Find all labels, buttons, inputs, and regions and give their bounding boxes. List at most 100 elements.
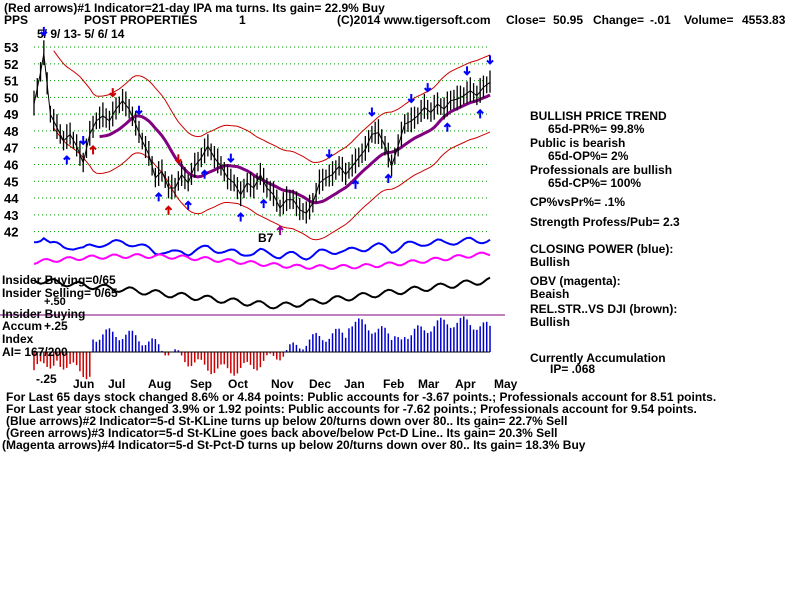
public-label: Public is bearish [530, 136, 626, 150]
footer-65day-change: For Last 65 days stock changed 8.6% or 4… [6, 390, 717, 404]
op-value: 65d-OP%= 2% [548, 149, 629, 163]
ma-line [99, 93, 491, 205]
upper-band [53, 50, 491, 164]
down-arrow-icon [407, 94, 415, 104]
header-symbol: PPS [4, 13, 29, 27]
y-tick-49: 49 [4, 107, 18, 122]
closing-power-title: CLOSING POWER (blue): [530, 242, 674, 256]
footer-year-change: For Last year stock changed 3.9% or 1.92… [6, 402, 697, 416]
up-arrow-icon [443, 122, 452, 132]
x-tick-apr: Apr [455, 377, 476, 391]
up-arrow-icon [164, 205, 173, 215]
down-arrow-icon [423, 83, 432, 93]
up-arrow-icon [200, 169, 209, 179]
relstr-title: REL.STR..VS DJI (brown): [530, 302, 678, 316]
up-arrow-icon [259, 198, 268, 209]
up-arrow-icon [384, 173, 393, 183]
header-change-label: Change= [593, 13, 645, 27]
down-arrow-icon [79, 135, 87, 146]
plus-25-label: +.25 [44, 319, 68, 333]
x-tick-feb: Feb [383, 377, 404, 391]
header-change-value: -.01 [650, 13, 671, 27]
header-close-label: Close= [506, 13, 546, 27]
ip-value: IP= .068 [550, 362, 596, 376]
header-volume-value: 4553.83 [742, 13, 786, 27]
y-tick-46: 46 [4, 157, 18, 172]
header-copyright: (C)2014 www.tigersoft.com [337, 13, 491, 27]
professionals-label: Professionals are bullish [530, 163, 673, 177]
up-arrow-icon [63, 155, 71, 165]
up-arrow-icon [351, 179, 360, 189]
price-series [33, 40, 491, 224]
down-arrow-icon [40, 26, 48, 37]
x-tick-oct: Oct [228, 377, 248, 391]
down-arrow-icon [486, 55, 494, 65]
insider-buying-label: Insider Buying [2, 307, 86, 321]
index-label: Index [2, 332, 34, 346]
down-arrow-icon [463, 66, 471, 76]
x-tick-jul: Jul [108, 377, 125, 391]
obv-title: OBV (magenta): [530, 274, 621, 288]
x-tick-mar: Mar [418, 377, 440, 391]
x-tick-sep: Sep [190, 377, 212, 391]
down-arrow-icon [368, 107, 376, 117]
y-tick-53: 53 [4, 40, 18, 55]
up-arrow-icon [236, 212, 245, 222]
strength-ratio: Strength Profess/Pub= 2.3 [530, 215, 680, 229]
down-arrow-icon [325, 149, 333, 159]
up-arrow-icon [154, 191, 163, 202]
header-indicator-line: (Red arrows)#1 Indicator=21-day IPA ma t… [4, 1, 385, 15]
b7-label: B7 [258, 231, 274, 245]
cp-value: 65d-CP%= 100% [548, 176, 642, 190]
date-range: 5/ 9/ 13- 5/ 6/ 14 [37, 27, 125, 41]
y-tick-44: 44 [4, 191, 19, 206]
closing-power-series [33, 236, 491, 261]
price-bands [53, 50, 491, 241]
relstr-series [33, 276, 491, 310]
footer-magenta-arrows: (Magenta arrows)#4 Indicator=5-d St-Pct-… [2, 438, 586, 452]
up-arrow-icon [89, 145, 97, 155]
down-arrow-icon [174, 154, 183, 164]
header-chart-number: 1 [239, 13, 246, 27]
obv-series [33, 251, 491, 271]
pr-value: 65d-PR%= 99.8% [548, 122, 645, 136]
insider-selling-ratio: Insider Selling= 0/65 [2, 286, 118, 300]
trend-title: BULLISH PRICE TREND [530, 109, 667, 123]
header-close-value: 50.95 [553, 13, 584, 27]
header-volume-label: Volume= [684, 13, 734, 27]
price-grid [34, 46, 490, 233]
price-close-line [33, 53, 491, 214]
closing-power-status: Bullish [530, 255, 571, 269]
signal-arrows [40, 26, 494, 235]
obv-status: Beaish [530, 287, 570, 301]
accumulation-title: Currently Accumulation [530, 351, 666, 365]
x-tick-aug: Aug [148, 377, 171, 391]
relstr-status: Bullish [530, 315, 571, 329]
y-tick-52: 52 [4, 57, 18, 72]
footer-green-arrows: (Green arrows)#3 Indicator=5-d St-KLine … [6, 426, 558, 440]
x-tick-may: May [494, 377, 518, 391]
x-tick-jun: Jun [73, 377, 94, 391]
y-tick-42: 42 [4, 225, 18, 240]
x-tick-nov: Nov [271, 377, 294, 391]
x-tick-labels: Jun Jul Aug Sep Oct Nov Dec Jan Feb Mar Apr May [73, 377, 518, 391]
ai-label: AI= 167/200 [2, 345, 68, 359]
down-arrow-icon [135, 105, 143, 116]
header-company: POST PROPERTIES [84, 13, 198, 27]
y-tick-48: 48 [4, 124, 18, 139]
y-tick-50: 50 [4, 90, 18, 105]
down-arrow-icon [227, 153, 235, 163]
insider-buying-ratio: Insider Buying=0/65 [2, 273, 116, 287]
obv-line [33, 251, 491, 271]
accum-label: Accum [2, 319, 43, 333]
relative-strength-line [0, 276, 505, 316]
moving-average [99, 93, 491, 205]
down-arrow-icon [109, 88, 117, 98]
up-arrow-icon [476, 108, 484, 119]
minus-25-label: -.25 [36, 372, 57, 386]
accumulation-histogram [33, 316, 491, 380]
y-tick-51: 51 [4, 74, 18, 89]
x-tick-dec: Dec [309, 377, 331, 391]
